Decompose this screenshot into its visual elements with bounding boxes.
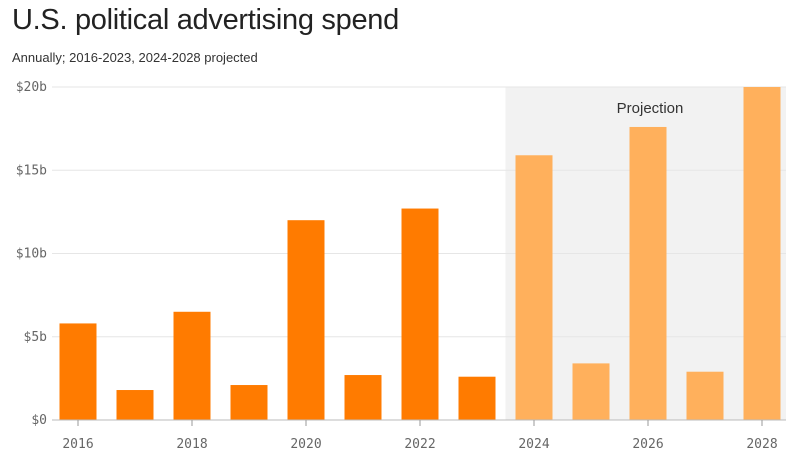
y-tick-label: $20b bbox=[16, 80, 47, 95]
bar-2020 bbox=[287, 220, 325, 420]
x-tick-label: 2026 bbox=[632, 437, 663, 452]
y-tick-label: $15b bbox=[16, 163, 47, 178]
bar-2017 bbox=[116, 390, 154, 420]
bar-2022 bbox=[401, 208, 439, 420]
y-tick-label: $0 bbox=[31, 413, 47, 428]
chart-subtitle: Annually; 2016-2023, 2024-2028 projected bbox=[12, 50, 258, 65]
bar-2024 bbox=[515, 155, 553, 420]
x-tick-label: 2024 bbox=[518, 437, 549, 452]
x-tick-label: 2018 bbox=[176, 437, 207, 452]
bar-2027 bbox=[686, 371, 724, 420]
x-tick-label: 2022 bbox=[404, 437, 435, 452]
y-tick-label: $5b bbox=[24, 330, 48, 345]
x-tick-label: 2028 bbox=[746, 437, 777, 452]
x-tick-label: 2020 bbox=[290, 437, 321, 452]
bar-2026 bbox=[629, 126, 667, 421]
y-tick-label: $10b bbox=[16, 247, 47, 262]
bar-2021 bbox=[344, 375, 382, 420]
bar-2023 bbox=[458, 376, 496, 420]
chart-title: U.S. political advertising spend bbox=[12, 4, 399, 36]
bar-2016 bbox=[59, 323, 97, 420]
bar-2019 bbox=[230, 385, 268, 420]
projection-label: Projection bbox=[617, 100, 684, 117]
x-tick-label: 2016 bbox=[62, 437, 93, 452]
bar-2025 bbox=[572, 363, 610, 420]
bar-2018 bbox=[173, 311, 211, 420]
bar-2028 bbox=[743, 87, 781, 420]
